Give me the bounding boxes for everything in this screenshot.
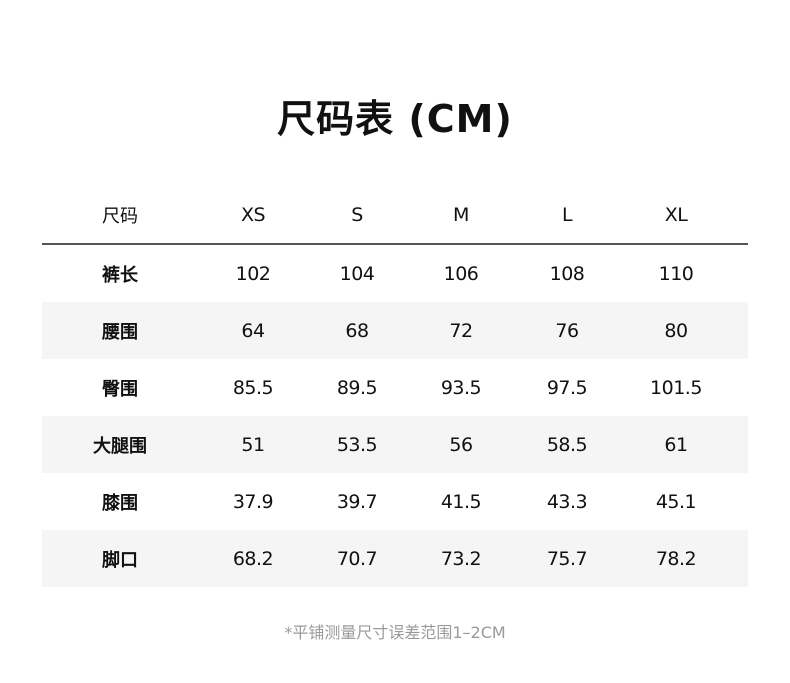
table-cell: 45.1	[655, 490, 697, 513]
table-cell: 106	[443, 262, 479, 285]
table-cell: 58.5	[546, 433, 588, 456]
table-cell: 39.7	[336, 490, 378, 513]
table-cell: 78.2	[655, 547, 697, 570]
table-cell: 41.5	[440, 490, 482, 513]
row-label: 臀围	[102, 378, 138, 400]
table-cell: 53.5	[336, 433, 378, 456]
table-cell: 110	[658, 262, 694, 285]
header-cell: XL	[664, 204, 688, 226]
table-cell: 61	[664, 433, 688, 456]
table-header-row: 尺码 XS S M L XL	[42, 187, 748, 245]
row-label: 裤长	[102, 264, 138, 286]
row-label: 脚口	[102, 549, 138, 571]
header-cell: 尺码	[102, 206, 138, 227]
size-chart-table: 尺码 XS S M L XL 裤长 102 104 106 108 110 腰围 64 68 72…	[42, 187, 748, 587]
header-cell: S	[351, 204, 363, 226]
table-row: 膝围 37.9 39.7 41.5 43.3 45.1	[42, 473, 748, 530]
table-cell: 108	[549, 262, 585, 285]
table-cell: 93.5	[440, 376, 482, 399]
header-cell: M	[453, 204, 469, 226]
table-cell: 43.3	[546, 490, 588, 513]
table-cell: 70.7	[336, 547, 378, 570]
table-cell: 80	[664, 319, 688, 342]
table-row: 臀围 85.5 89.5 93.5 97.5 101.5	[42, 359, 748, 416]
table-row: 脚口 68.2 70.7 73.2 75.7 78.2	[42, 530, 748, 587]
table-cell: 75.7	[546, 547, 588, 570]
header-cell: XS	[240, 204, 266, 226]
table-cell: 68	[345, 319, 369, 342]
table-cell: 97.5	[546, 376, 588, 399]
measurement-note: *平铺测量尺寸误差范围1–2CM	[284, 623, 506, 642]
table-cell: 37.9	[232, 490, 274, 513]
table-cell: 51	[241, 433, 265, 456]
row-label: 大腿围	[93, 435, 147, 457]
table-row: 腰围 64 68 72 76 80	[42, 302, 748, 359]
table-cell: 101.5	[650, 376, 702, 399]
table-cell: 104	[339, 262, 375, 285]
table-cell: 56	[449, 433, 473, 456]
table-cell: 89.5	[336, 376, 378, 399]
table-cell: 64	[241, 319, 265, 342]
table-cell: 102	[235, 262, 271, 285]
table-cell: 72	[449, 319, 473, 342]
header-cell: L	[561, 204, 573, 226]
table-row: 大腿围 51 53.5 56 58.5 61	[42, 416, 748, 473]
table-cell: 68.2	[232, 547, 274, 570]
table-row: 裤长 102 104 106 108 110	[42, 245, 748, 302]
row-label: 膝围	[102, 492, 138, 514]
page-title: 尺码表 (CM)	[277, 97, 513, 141]
table-cell: 85.5	[232, 376, 274, 399]
table-cell: 76	[555, 319, 579, 342]
table-cell: 73.2	[440, 547, 482, 570]
row-label: 腰围	[102, 321, 138, 343]
